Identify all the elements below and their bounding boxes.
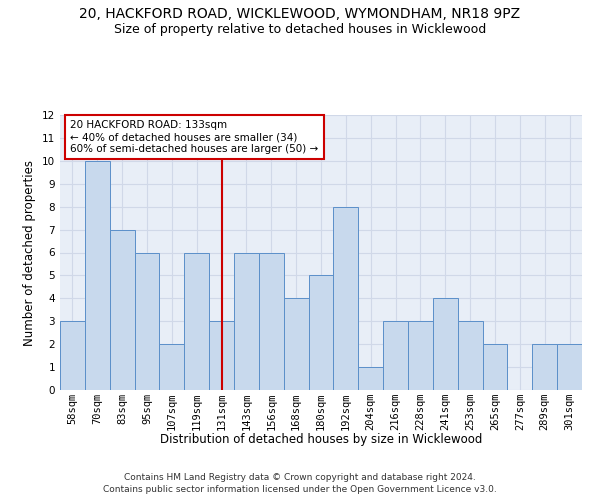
Text: Contains HM Land Registry data © Crown copyright and database right 2024.: Contains HM Land Registry data © Crown c… [124,472,476,482]
Bar [458,322,482,390]
Bar [408,322,433,390]
Bar [234,252,259,390]
Bar [110,230,134,390]
Bar [334,206,358,390]
Bar [85,161,110,390]
Text: 20, HACKFORD ROAD, WICKLEWOOD, WYMONDHAM, NR18 9PZ: 20, HACKFORD ROAD, WICKLEWOOD, WYMONDHAM… [79,8,521,22]
Bar [160,344,184,390]
Bar [358,367,383,390]
Bar [209,322,234,390]
Bar [60,322,85,390]
Text: Size of property relative to detached houses in Wicklewood: Size of property relative to detached ho… [114,22,486,36]
Bar [308,276,334,390]
Bar [134,252,160,390]
Text: Distribution of detached houses by size in Wicklewood: Distribution of detached houses by size … [160,432,482,446]
Text: 20 HACKFORD ROAD: 133sqm
← 40% of detached houses are smaller (34)
60% of semi-d: 20 HACKFORD ROAD: 133sqm ← 40% of detach… [70,120,319,154]
Bar [184,252,209,390]
Text: Contains public sector information licensed under the Open Government Licence v3: Contains public sector information licen… [103,485,497,494]
Bar [532,344,557,390]
Bar [284,298,308,390]
Bar [557,344,582,390]
Y-axis label: Number of detached properties: Number of detached properties [23,160,37,346]
Bar [259,252,284,390]
Bar [433,298,458,390]
Bar [383,322,408,390]
Bar [482,344,508,390]
